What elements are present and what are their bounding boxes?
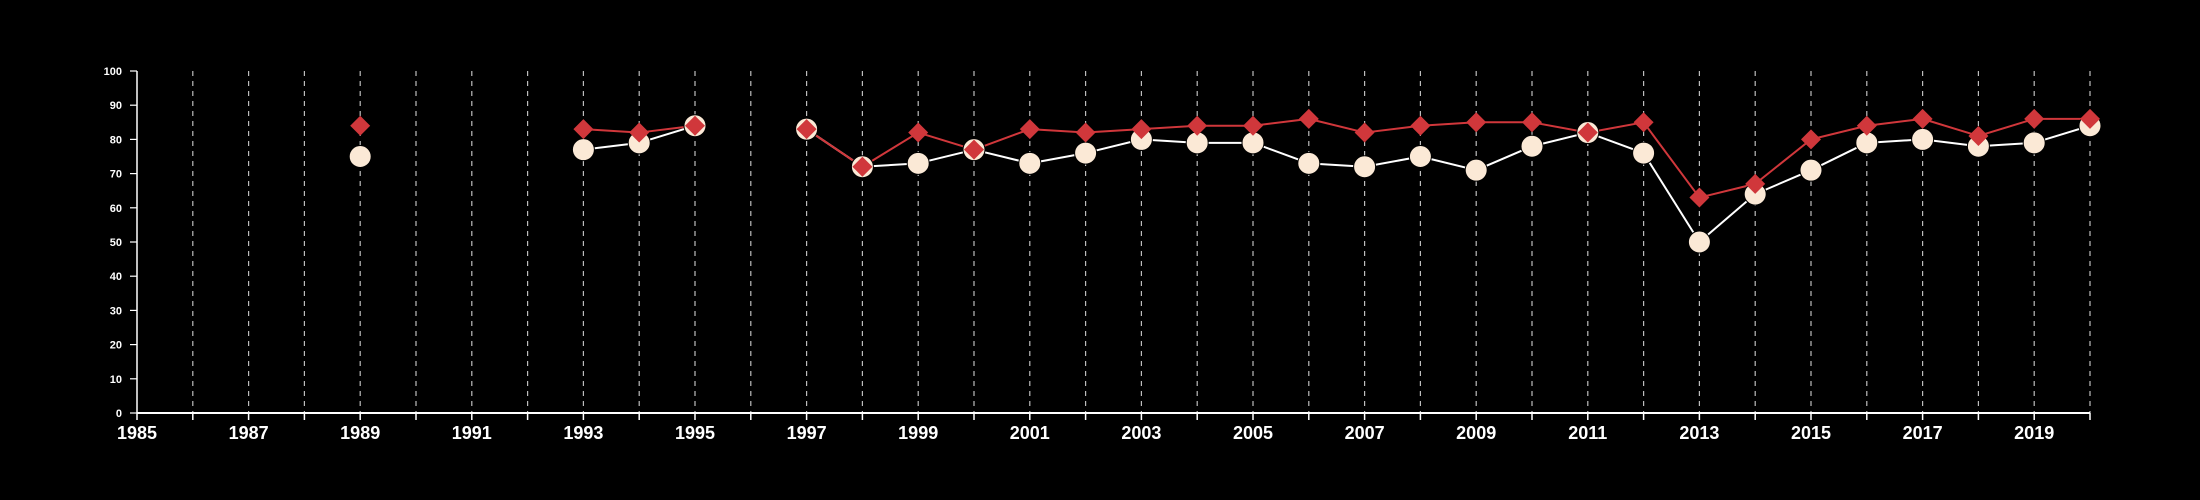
series-1-point-2013 — [1689, 187, 1710, 208]
series-1-point-2000 — [964, 139, 984, 160]
series-1-line-segment-2 — [806, 117, 2090, 199]
y-tick-label-30: 30 — [110, 305, 122, 317]
x-tick-label-1995: 1995 — [675, 423, 715, 443]
series-1-point-2006 — [1298, 108, 1319, 129]
series-1-point-2010 — [1522, 112, 1542, 133]
x-tick-label-1985: 1985 — [117, 423, 157, 443]
series-2-point-2010 — [1520, 134, 1544, 158]
y-tick-label-50: 50 — [110, 237, 122, 249]
x-tick-label-2015: 2015 — [1791, 423, 1831, 443]
series-2-point-2012 — [1632, 141, 1656, 165]
x-tick-label-2005: 2005 — [1233, 423, 1273, 443]
series-1-point-2003 — [1131, 119, 1152, 140]
series-2-point-2009 — [1464, 158, 1488, 182]
y-tick-label-20: 20 — [110, 340, 122, 352]
series-1-point-1998 — [852, 156, 873, 177]
series-2-point-1999 — [906, 151, 930, 175]
x-tick-label-2013: 2013 — [1679, 423, 1719, 443]
series-1-point-2016 — [1856, 115, 1877, 136]
series-1-point-2015 — [1801, 129, 1821, 150]
y-tick-label-80: 80 — [110, 134, 122, 146]
series-1-point-2012 — [1633, 112, 1654, 133]
x-tick-label-2017: 2017 — [1903, 423, 1943, 443]
series-2-point-2013 — [1687, 230, 1711, 254]
series-2-point-2007 — [1353, 155, 1377, 179]
series-1-point-1993 — [573, 119, 594, 140]
x-tick-label-1989: 1989 — [340, 423, 380, 443]
series-1-point-2004 — [1187, 115, 1208, 136]
series-2-point-2001 — [1018, 151, 1042, 175]
series-1-point-2017 — [1912, 108, 1933, 129]
series-1-point-2007 — [1354, 122, 1375, 143]
series-1-point-2020 — [2080, 108, 2100, 129]
series-2-point-1993 — [571, 138, 595, 162]
y-tick-label-10: 10 — [110, 374, 122, 386]
x-tick-label-2003: 2003 — [1121, 423, 1161, 443]
series-1-point-2009 — [1466, 112, 1487, 133]
series-2-point-2008 — [1408, 145, 1432, 168]
series-1-point-2008 — [1410, 115, 1431, 136]
series-1-point-1989 — [350, 115, 371, 136]
series-1-point-2001 — [1019, 119, 1040, 140]
x-tick-label-1999: 1999 — [898, 423, 938, 443]
x-tick-label-2019: 2019 — [2014, 423, 2054, 443]
series-1-point-1997 — [796, 119, 817, 140]
series-1-point-2014 — [1745, 173, 1766, 194]
series-2-point-2002 — [1074, 141, 1098, 165]
series-2-point-1989 — [348, 145, 372, 168]
x-tick-label-1991: 1991 — [452, 423, 492, 443]
x-tick-label-1997: 1997 — [787, 423, 827, 443]
y-tick-label-60: 60 — [110, 203, 122, 215]
y-tick-label-0: 0 — [116, 408, 122, 420]
series-1-point-2011 — [1577, 122, 1598, 143]
y-tick-label-40: 40 — [110, 271, 122, 283]
series-1-point-1995 — [685, 115, 705, 136]
series-2-point-2017 — [1911, 127, 1935, 151]
x-tick-label-1993: 1993 — [563, 423, 603, 443]
y-tick-label-90: 90 — [110, 100, 122, 112]
y-tick-label-70: 70 — [110, 169, 122, 181]
series-1-point-2019 — [2024, 108, 2045, 129]
series-2-point-2015 — [1799, 158, 1823, 182]
y-tick-label-100: 100 — [104, 66, 122, 78]
series-1-point-1994 — [629, 122, 650, 143]
series-1-point-2018 — [1968, 125, 1989, 146]
x-tick-label-1987: 1987 — [229, 423, 269, 443]
series-1-point-2005 — [1243, 115, 1263, 136]
x-tick-label-2011: 2011 — [1568, 423, 1607, 443]
series-2-point-2006 — [1297, 151, 1321, 175]
x-tick-label-2001: 2001 — [1010, 423, 1050, 443]
x-tick-label-2007: 2007 — [1345, 423, 1385, 443]
series-2-line-segment-2 — [806, 124, 2091, 243]
series-2-point-2019 — [2022, 131, 2046, 155]
x-tick-label-2009: 2009 — [1456, 423, 1496, 443]
series-1-point-1999 — [908, 122, 929, 143]
series-1-point-2002 — [1075, 122, 1096, 143]
